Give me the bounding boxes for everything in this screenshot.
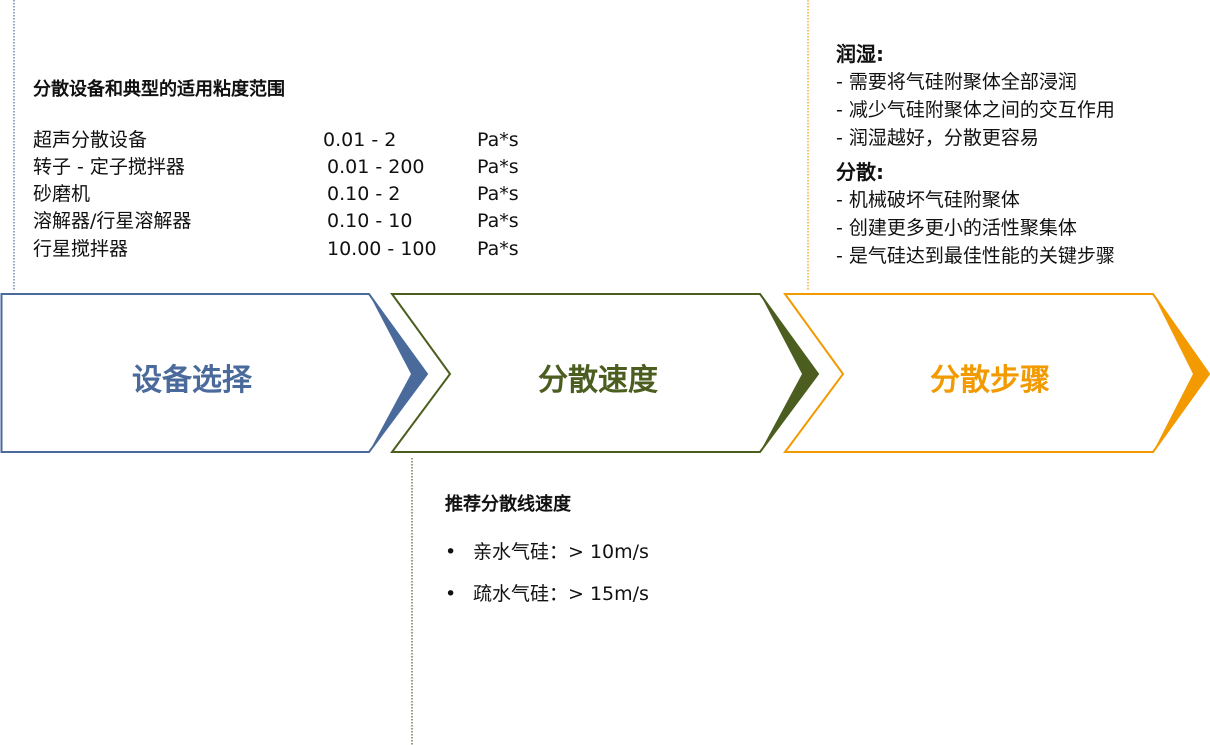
- dispersion-item: - 创建更多更小的活性聚集体: [836, 217, 1077, 239]
- step-arrow-equipment: [0, 293, 429, 453]
- dispersion-item: - 是气硅达到最佳性能的关键步骤: [836, 245, 1115, 267]
- viscosity-range: 0.01 - 2: [323, 129, 397, 151]
- equipment-name: 砂磨机: [33, 183, 91, 205]
- viscosity-unit: Pa*s: [477, 210, 519, 232]
- bullet-icon: •: [445, 541, 457, 563]
- speed-item: 疏水气硅：> 15m/s: [473, 583, 649, 605]
- bullet-icon: •: [445, 583, 457, 605]
- viscosity-unit: Pa*s: [477, 238, 519, 260]
- step-arrow-process: [783, 293, 1210, 453]
- wetting-item: - 润湿越好，分散更容易: [836, 127, 1039, 149]
- equipment-name: 溶解器/行星溶解器: [33, 210, 192, 232]
- equipment-title: 分散设备和典型的适用粘度范围: [33, 79, 285, 100]
- step-label-speed: 分散速度: [538, 363, 658, 398]
- wetting-title: 润湿:: [836, 42, 884, 66]
- equipment-name: 转子 - 定子搅拌器: [33, 156, 185, 178]
- step-label-process: 分散步骤: [930, 363, 1050, 398]
- viscosity-unit: Pa*s: [477, 183, 519, 205]
- wetting-item: - 减少气硅附聚体之间的交互作用: [836, 99, 1115, 121]
- viscosity-unit: Pa*s: [477, 156, 519, 178]
- dispersion-item: - 机械破坏气硅附聚体: [836, 189, 1020, 211]
- viscosity-unit: Pa*s: [477, 129, 519, 151]
- dispersion-title: 分散:: [836, 160, 884, 184]
- step-label-equipment: 设备选择: [132, 363, 252, 398]
- wetting-item: - 需要将气硅附聚体全部浸润: [836, 71, 1077, 93]
- viscosity-range: 0.10 - 10: [327, 210, 413, 232]
- viscosity-range: 0.01 - 200: [327, 156, 425, 178]
- equipment-name: 行星搅拌器: [33, 238, 129, 260]
- speed-title: 推荐分散线速度: [445, 494, 571, 515]
- equipment-name: 超声分散设备: [33, 129, 148, 151]
- speed-item: 亲水气硅：> 10m/s: [473, 541, 649, 563]
- viscosity-range: 0.10 - 2: [327, 183, 401, 205]
- viscosity-range: 10.00 - 100: [327, 238, 437, 260]
- step-arrow-speed: [390, 293, 820, 453]
